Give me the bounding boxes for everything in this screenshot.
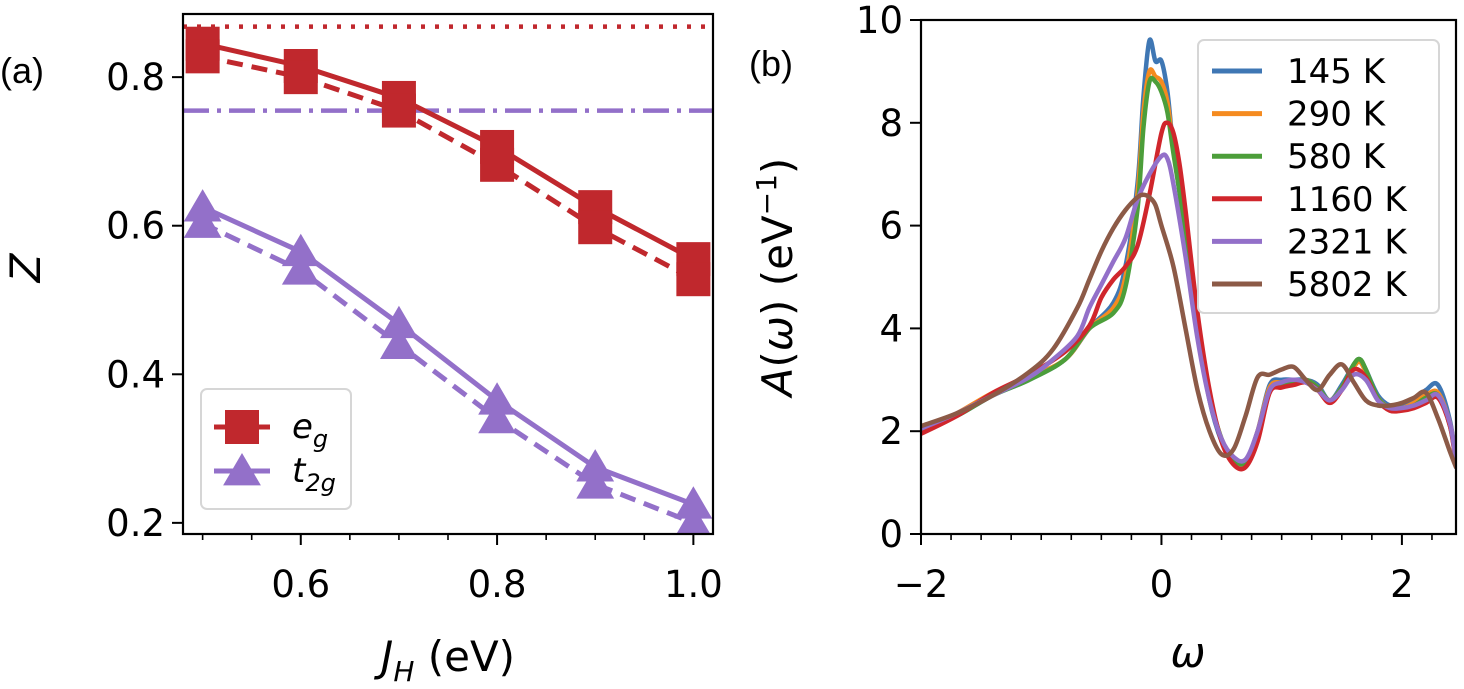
series-line-1 [202,53,695,282]
legend-frame [1197,39,1440,314]
panel-b-label: (b) [749,43,793,84]
marker-triangle [380,305,418,339]
panel-a-xlabel: JH (eV) [374,632,515,688]
panel-b-ylabel: A(ω) (eV−1) [750,158,802,400]
legend-marker-square [225,410,259,444]
y-tick-label: 0.2 [106,502,165,545]
marker-triangle [281,252,320,285]
marker-triangle [676,504,711,534]
legend-label: eg [292,407,328,453]
x-tick-label: 2 [1390,563,1414,606]
marker-square [381,93,416,128]
marker-square [283,60,318,95]
marker-square [676,262,711,297]
marker-triangle [576,449,615,482]
x-tick-label: 0.8 [468,563,527,606]
y-tick-label: 0.4 [106,353,165,396]
x-tick-label: 0.6 [271,563,330,606]
marker-triangle [478,400,516,434]
marker-triangle [674,486,713,519]
legend-label: t2g [292,451,336,497]
y-tick-label: 2 [879,410,903,453]
marker-triangle [478,382,516,415]
legend-marker-triangle [223,453,261,486]
y-tick-label: 10 [856,0,903,42]
y-tick-label: 4 [879,307,903,350]
y-tick-label: 0 [879,513,903,556]
marker-square [578,210,613,245]
marker-triangle [576,466,615,499]
y-tick-label: 0.6 [106,205,165,248]
legend-label: 145 K [1287,52,1387,92]
panel-b-xlabel: ω [1170,628,1205,677]
marker-triangle [183,189,222,222]
legend-label: 5802 K [1287,265,1408,305]
series-line-2 [201,204,695,507]
legend-label: 1160 K [1287,180,1408,220]
panel-a-label: (a) [0,50,44,91]
legend-label: 290 K [1287,95,1387,135]
marker-square [480,147,515,182]
marker-triangle [380,326,418,359]
series-line-0 [202,41,695,262]
spectrum-5802-k [921,192,1456,470]
x-tick-label: 1.0 [664,563,723,606]
panel-b-frame [919,18,1458,536]
y-tick-label: 8 [879,102,903,145]
x-tick-label: 0 [1150,563,1174,606]
panel-a-ylabel: Z [1,252,50,283]
legend-label: 2321 K [1287,222,1408,262]
marker-triangle [183,205,222,238]
marker-triangle [281,233,320,267]
y-tick-label: 0.8 [106,56,165,99]
marker-square [185,39,220,74]
x-tick-label: −2 [894,563,949,606]
y-tick-label: 6 [879,205,903,248]
legend-label: 580 K [1287,137,1387,177]
